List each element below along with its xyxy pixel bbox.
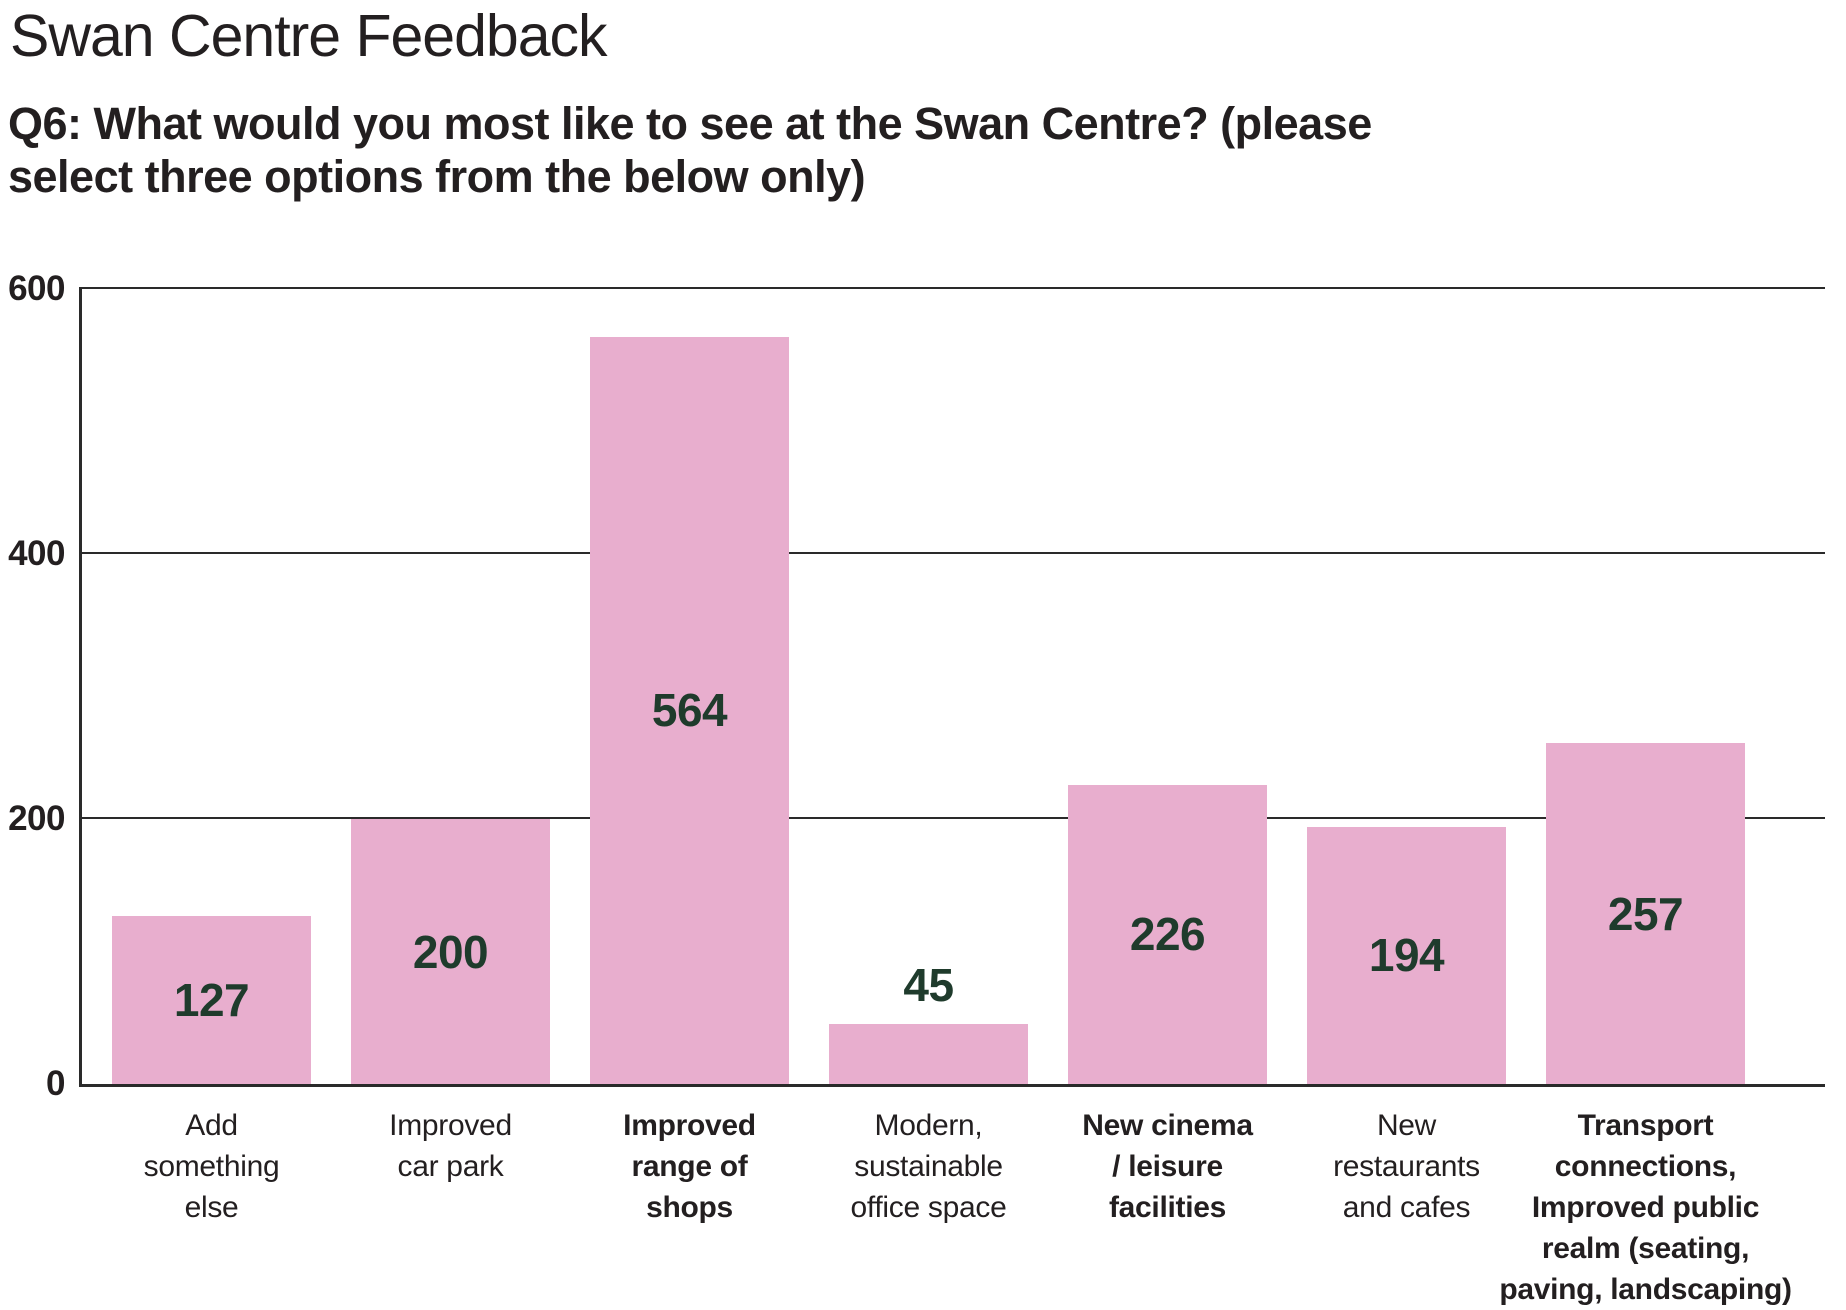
bar: 564 <box>590 336 789 1084</box>
category-label: Transport connections, Improved public r… <box>1499 1109 1792 1306</box>
y-tick-label: 0 <box>46 1064 65 1103</box>
bar: 226 <box>1068 784 1267 1084</box>
bar-value-label: 564 <box>651 684 728 737</box>
bar-value-label: 194 <box>1368 929 1445 982</box>
y-tick-label: 200 <box>8 798 65 838</box>
category-label: New restaurants and cafes <box>1333 1109 1480 1224</box>
page-title: Swan Centre Feedback <box>10 3 608 69</box>
gridline <box>82 552 1825 555</box>
category-label: Improved car park <box>389 1109 512 1183</box>
category-label: New cinema / leisure facilities <box>1082 1109 1253 1224</box>
y-tick-label: 600 <box>8 269 65 308</box>
bar-value-label: 127 <box>173 973 250 1026</box>
bar: 257 <box>1546 743 1745 1084</box>
gridline <box>82 817 1825 820</box>
bar-column: 127 Add something else <box>92 289 331 1224</box>
bar-chart: 127 Add something else 200 Improved car … <box>8 269 1825 1306</box>
bar-column: 200 Improved car park <box>331 289 570 1183</box>
bar-value-label: 45 <box>903 959 954 1012</box>
y-tick-label: 400 <box>8 533 65 573</box>
category-label: Add something else <box>143 1109 280 1224</box>
bar: 45 <box>829 959 1028 1084</box>
bar-value-label: 226 <box>1129 908 1206 961</box>
bar-value-label: 200 <box>412 925 489 978</box>
bar-column: 45 Modern, sustainable office space <box>809 289 1048 1224</box>
bar: 127 <box>112 915 311 1084</box>
bar-column: 194 New restaurants and cafes <box>1287 289 1526 1224</box>
bar-column: 564 Improved range of shops <box>570 289 809 1224</box>
bar-column: 257 Transport connections, Improved publ… <box>1499 289 1792 1306</box>
bar-column: 226 New cinema / leisure facilities <box>1048 289 1287 1224</box>
bar: 194 <box>1307 826 1506 1084</box>
bar-value-label: 257 <box>1607 887 1684 940</box>
chart-question-subtitle: Q6: What would you most like to see at t… <box>8 98 1372 202</box>
bar-columns: 127 Add something else 200 Improved car … <box>82 289 1825 1306</box>
category-label: Modern, sustainable office space <box>850 1109 1007 1224</box>
category-label: Improved range of shops <box>623 1109 756 1224</box>
bar: 200 <box>351 819 550 1084</box>
